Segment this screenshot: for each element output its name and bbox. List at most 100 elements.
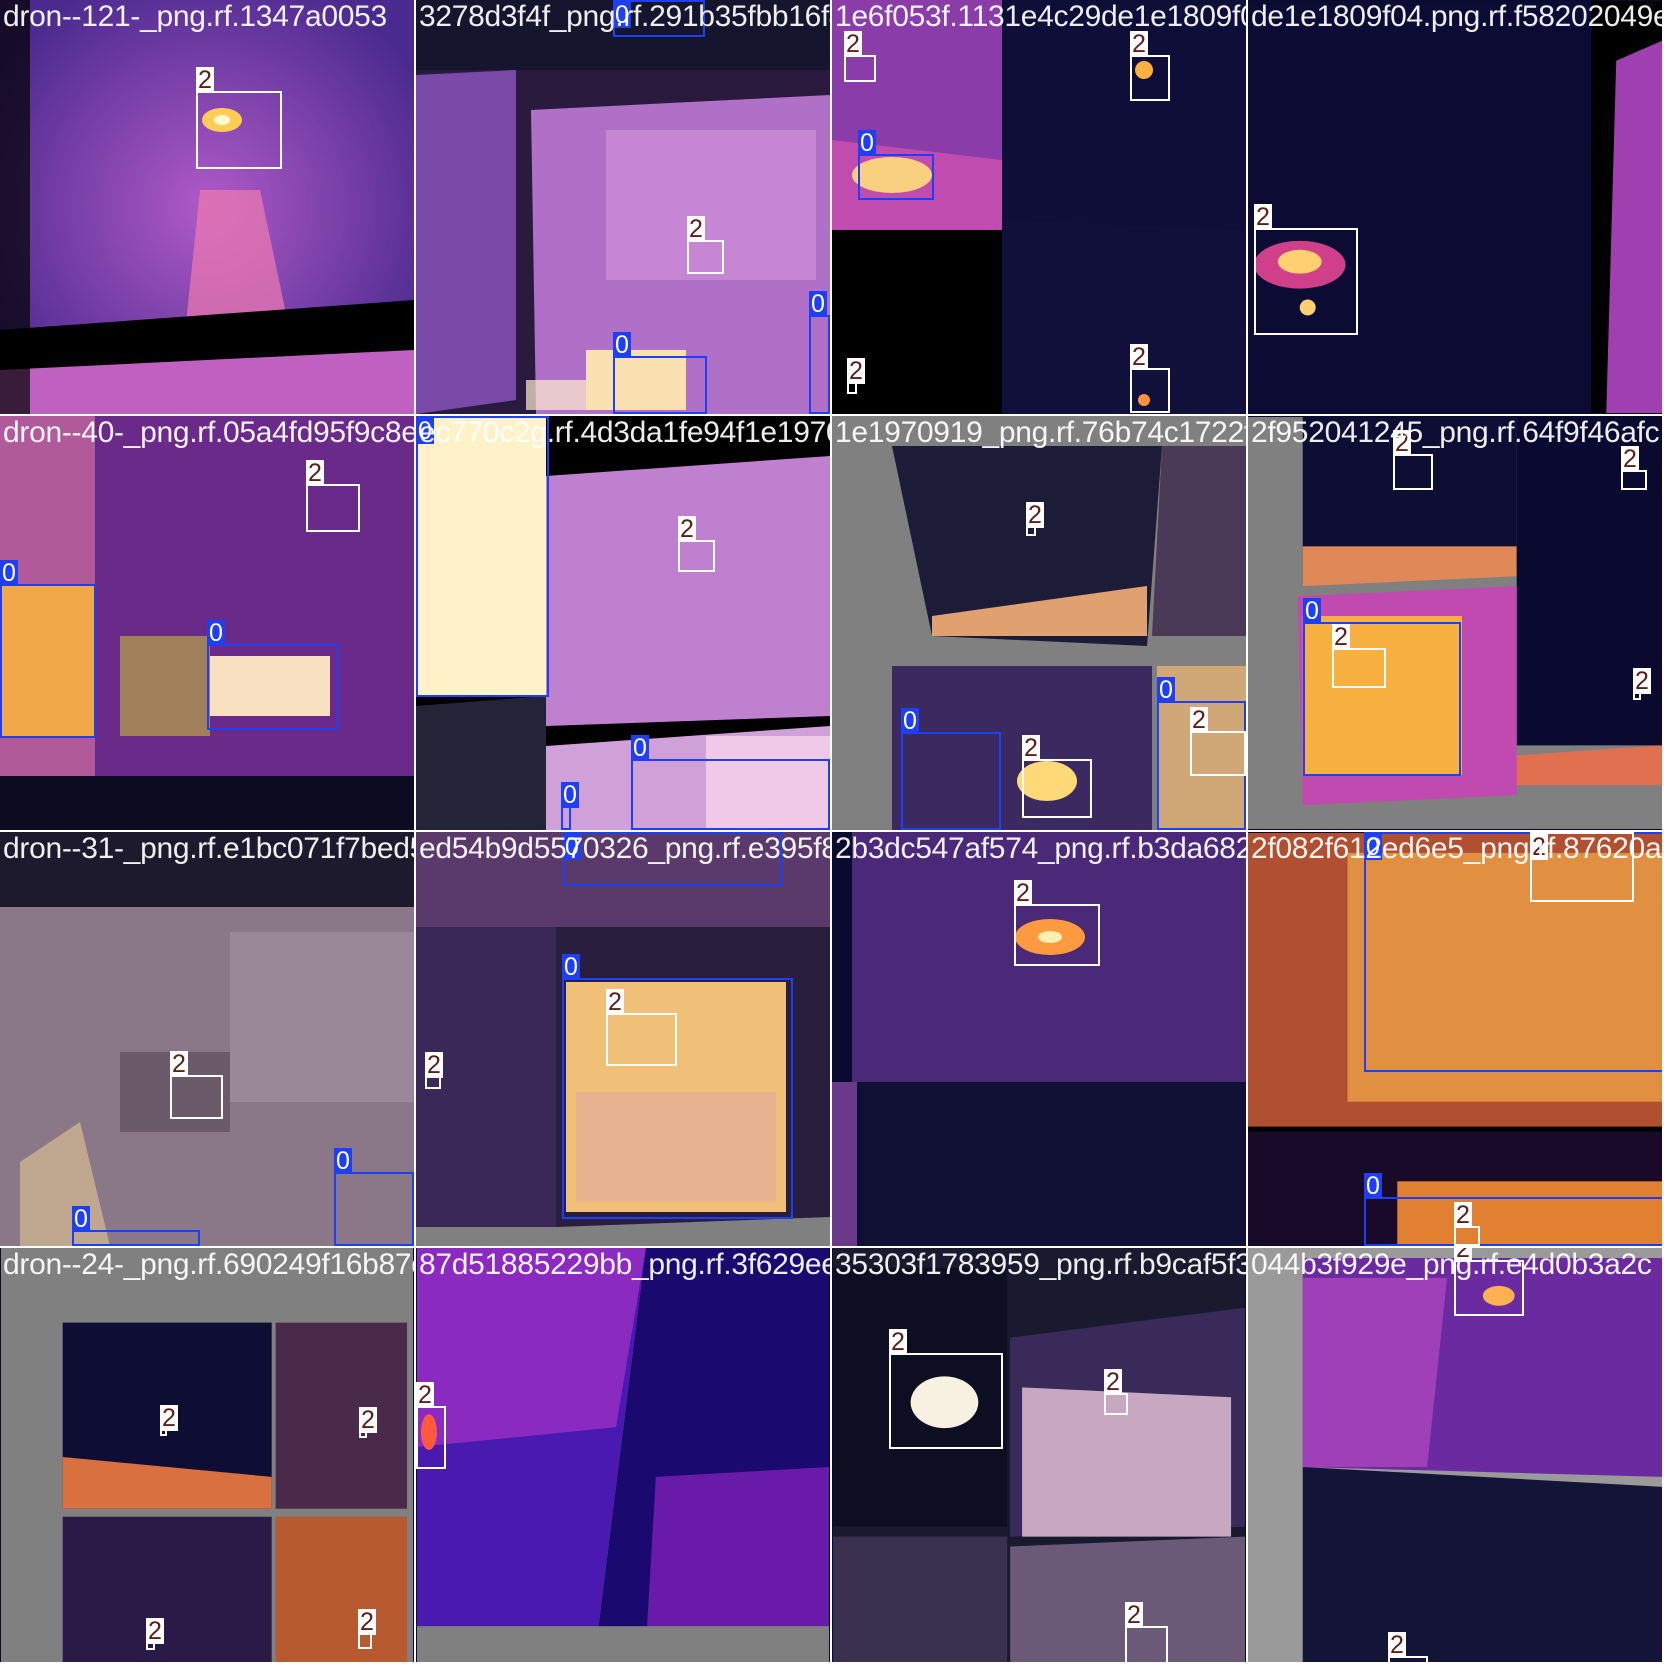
class-label: 2 — [1454, 1248, 1472, 1262]
detection-box: 2 — [1633, 668, 1651, 700]
class-label: 2 — [1014, 879, 1032, 907]
tile: dron--31-_png.rf.e1bc071f7bed54b9d557032… — [0, 832, 414, 1246]
class-label: 2 — [1633, 667, 1651, 695]
class-label: 2 — [1026, 501, 1044, 529]
class-label: 0 — [207, 619, 225, 647]
detection-box: 2 — [1530, 832, 1634, 902]
thermal-image — [1248, 0, 1662, 414]
class-label: 2 — [358, 1608, 376, 1636]
detection-box: 2 — [1254, 204, 1358, 335]
detection-box: 2 — [606, 989, 677, 1066]
class-label: 0 — [809, 290, 827, 318]
class-label: 2 — [1104, 1368, 1122, 1396]
class-label: 2 — [160, 1404, 178, 1432]
class-label: 2 — [678, 515, 696, 543]
detection-box: 2 — [196, 67, 282, 169]
tile: 1e6f053f.1131e4c29de1e1809f04.rf.f5 2 2 … — [832, 0, 1246, 414]
detection-box: 0 — [563, 832, 782, 886]
detection-box: 2 — [160, 1405, 178, 1436]
tile: 1e1970919_png.rf.76b74c1722f95204124 2 0… — [832, 416, 1246, 830]
class-label: 0 — [901, 707, 919, 735]
class-label: 0 — [1364, 1172, 1382, 1200]
filename-label: 2b3dc547af574_png.rf.b3da68272f082f612 — [835, 832, 1246, 865]
tile: 044b3f929e_png.rf.e4d0b3a2c 2 2 — [1248, 1248, 1662, 1662]
detection-box: 0 — [613, 0, 705, 37]
detection-box: 0 — [809, 291, 830, 414]
detection-box: 0 — [613, 332, 707, 414]
tile: ec770c2g.rf.4d3da1fe94f1e1970091992 0 2 … — [416, 416, 830, 830]
class-label: 0 — [72, 1205, 90, 1233]
class-label: 2 — [687, 215, 705, 243]
detection-box: 0 — [562, 954, 793, 1219]
filename-label: dron--121-_png.rf.1347a0053 — [3, 0, 387, 33]
detection-box: 2 — [1104, 1369, 1128, 1415]
filename-label: 044b3f929e_png.rf.e4d0b3a2c — [1251, 1248, 1652, 1281]
detection-box: 0 — [1364, 1173, 1662, 1246]
class-label: 0 — [613, 1, 631, 29]
detection-box: 0 — [1303, 598, 1461, 776]
detection-box: 2 — [1026, 502, 1044, 536]
detection-box: 2 — [359, 1407, 377, 1438]
detection-box: 2 — [1332, 624, 1386, 688]
filename-label: 35303f1783959_png.rf.b9caf5f394044b3f929… — [835, 1248, 1246, 1281]
class-label: 0 — [613, 331, 631, 359]
class-label: 0 — [561, 781, 579, 809]
thermal-image — [832, 1248, 1246, 1662]
class-label: 2 — [1254, 203, 1272, 231]
filename-label: de1e1809f04.png.rf.f58202049e — [1251, 0, 1662, 33]
filename-label: ed54b9d5570326_png.rf.e395f8e032b3dc547 — [419, 832, 830, 865]
class-label: 0 — [334, 1147, 352, 1175]
class-label: 2 — [1332, 623, 1350, 651]
class-label: 2 — [1621, 445, 1639, 473]
thermal-image — [832, 0, 1246, 414]
filename-label: dron--40-_png.rf.05a4fd95f9c8ec770c2 — [3, 416, 414, 449]
detection-box: 0 — [72, 1206, 200, 1246]
detection-box: 2 — [1022, 735, 1092, 818]
detection-box: 0 — [1364, 832, 1662, 1072]
class-label: 0 — [0, 559, 18, 587]
class-label: 2 — [359, 1406, 377, 1434]
detection-box: 2 — [1014, 880, 1100, 966]
detection-box: 0 — [0, 560, 96, 738]
detection-box: 2 — [306, 460, 360, 532]
class-label: 2 — [170, 1050, 188, 1078]
class-label: 0 — [631, 734, 649, 762]
class-label: 2 — [1130, 30, 1148, 58]
class-label: 2 — [606, 988, 624, 1016]
class-label: 2 — [847, 357, 865, 385]
detection-box: 0 — [207, 620, 339, 730]
class-label: 2 — [889, 1328, 907, 1356]
thermal-image — [416, 1248, 830, 1662]
detection-box: 2 — [170, 1051, 223, 1119]
detection-box: 2 — [425, 1052, 443, 1089]
class-label: 0 — [562, 953, 580, 981]
class-label: 0 — [1303, 597, 1321, 625]
tile: ed54b9d5570326_png.rf.e395f8e032b3dc547 … — [416, 832, 830, 1246]
detection-box: 2 — [1454, 1248, 1524, 1316]
class-label: 2 — [1022, 734, 1040, 762]
tile: dron--121-_png.rf.1347a0053 2 — [0, 0, 414, 414]
filename-label: ec770c2g.rf.4d3da1fe94f1e1970091992 — [419, 416, 830, 449]
detection-box: 2 — [358, 1609, 376, 1649]
class-label: 2 — [1388, 1631, 1406, 1659]
class-label: 2 — [146, 1617, 164, 1645]
class-label: 2 — [1190, 706, 1208, 734]
filename-label: 3278d3f4f_png.rf.291b35fbb16f40c118e_png… — [419, 0, 830, 33]
class-label: 0 — [563, 833, 581, 861]
thermal-image — [416, 832, 830, 1246]
class-label: 2 — [306, 459, 324, 487]
class-label: 2 — [1530, 833, 1548, 861]
filename-label: 2f952041245_png.rf.64f9f46afc — [1251, 416, 1660, 449]
detection-box: 2 — [889, 1329, 1003, 1449]
filename-label: dron--31-_png.rf.e1bc071f7bed54b9d557032… — [3, 832, 414, 865]
detection-box: 2 — [844, 31, 876, 82]
detection-box: 2 — [1130, 344, 1170, 413]
class-label: 2 — [1125, 1601, 1143, 1629]
class-label: 2 — [1130, 343, 1148, 371]
detection-box: 0 — [334, 1148, 414, 1246]
detection-box: 2 — [1393, 430, 1433, 490]
tile: 2f952041245_png.rf.64f9f46afc 2 2 0 2 2 — [1248, 416, 1662, 830]
detection-box: 2 — [1454, 1202, 1480, 1246]
filename-label: 1e1970919_png.rf.76b74c1722f95204124 — [835, 416, 1246, 449]
class-label: 2 — [416, 1381, 434, 1409]
